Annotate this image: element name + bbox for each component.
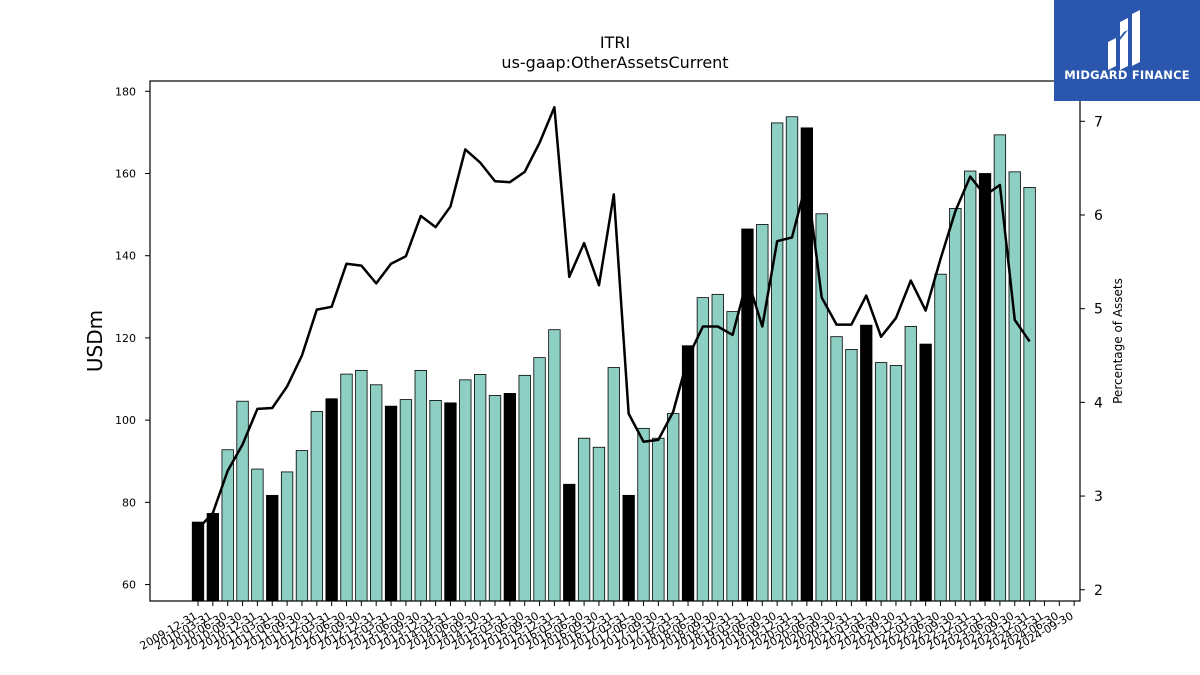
y2-tick-label: 2: [1094, 583, 1103, 599]
bar: [191, 521, 205, 602]
bar: [414, 369, 427, 602]
bar: [726, 311, 739, 602]
bar: [280, 471, 294, 602]
y2-axis-label: Percentage of Assets: [1111, 278, 1125, 404]
bar: [310, 411, 323, 602]
y-tick-label: 60: [122, 579, 136, 592]
midgard-logo-icon: [1108, 10, 1140, 70]
bar: [548, 329, 561, 602]
bar: [266, 494, 279, 602]
chart-title: ITRI: [600, 33, 630, 52]
bar: [295, 450, 309, 602]
bar: [370, 384, 383, 602]
bar: [919, 343, 932, 602]
y-axis: 60 80 100 120 140 160 180: [115, 85, 150, 592]
y2-axis: 2 3 4 5 6 7: [1080, 114, 1103, 599]
bar: [577, 437, 591, 602]
bar: [1008, 171, 1021, 602]
bar: [251, 468, 264, 602]
bar: [444, 402, 457, 602]
plot-frame: [149, 80, 1081, 602]
bar: [592, 446, 606, 602]
bar: [459, 379, 472, 602]
bar: [384, 405, 398, 602]
bar: [993, 134, 1007, 602]
bar: [503, 393, 517, 602]
bar: [325, 398, 338, 602]
bar: [830, 336, 843, 602]
y2-tick-label: 7: [1094, 114, 1103, 130]
bar: [949, 208, 962, 602]
bar: [488, 395, 502, 602]
y2-tick-label: 6: [1094, 208, 1103, 224]
bar: [607, 367, 620, 602]
bar: [934, 273, 947, 602]
bar: [874, 362, 888, 602]
bar: [711, 293, 724, 602]
bar: [756, 224, 769, 602]
bar: [637, 427, 650, 602]
y-tick-label: 140: [115, 250, 136, 263]
brand-name: MIDGARD FINANCE: [1064, 68, 1190, 82]
bar: [667, 413, 680, 602]
y2-tick-label: 5: [1094, 302, 1103, 318]
bar: [771, 122, 784, 602]
y-axis-label: USDm: [83, 310, 107, 372]
bar: [236, 400, 249, 602]
bar: [206, 513, 220, 602]
bar: [563, 483, 576, 602]
chart-subtitle: us-gaap:OtherAssetsCurrent: [501, 53, 728, 72]
bar: [518, 374, 531, 602]
bar: [696, 297, 710, 602]
bar-layer: [191, 116, 1036, 602]
y-tick-label: 100: [115, 414, 136, 427]
y-tick-label: 160: [115, 167, 136, 180]
bar: [845, 349, 858, 602]
bar: [964, 170, 977, 602]
y2-tick-label: 4: [1094, 395, 1103, 411]
bar: [652, 437, 665, 602]
bar: [1023, 187, 1036, 602]
x-axis: 2009-12-312010-03-312010-06-302010-09-30…: [138, 601, 1076, 653]
bar: [399, 399, 413, 602]
bar: [978, 173, 992, 602]
bar: [889, 365, 903, 602]
bar: [860, 324, 873, 602]
bar: [340, 373, 353, 602]
y-tick-label: 80: [122, 496, 136, 509]
percentage-line: [197, 105, 1031, 530]
y2-tick-label: 3: [1094, 489, 1103, 505]
bar: [681, 345, 695, 602]
bar: [904, 326, 917, 602]
y-tick-label: 120: [115, 332, 136, 345]
bar: [622, 494, 635, 602]
y-tick-label: 180: [115, 85, 136, 98]
bar: [429, 399, 442, 602]
bar: [533, 357, 546, 602]
bar: [741, 228, 754, 602]
bar: [473, 374, 487, 602]
bar: [355, 369, 368, 602]
bar: [785, 116, 799, 602]
brand-logo: MIDGARD FINANCE: [1054, 0, 1200, 101]
